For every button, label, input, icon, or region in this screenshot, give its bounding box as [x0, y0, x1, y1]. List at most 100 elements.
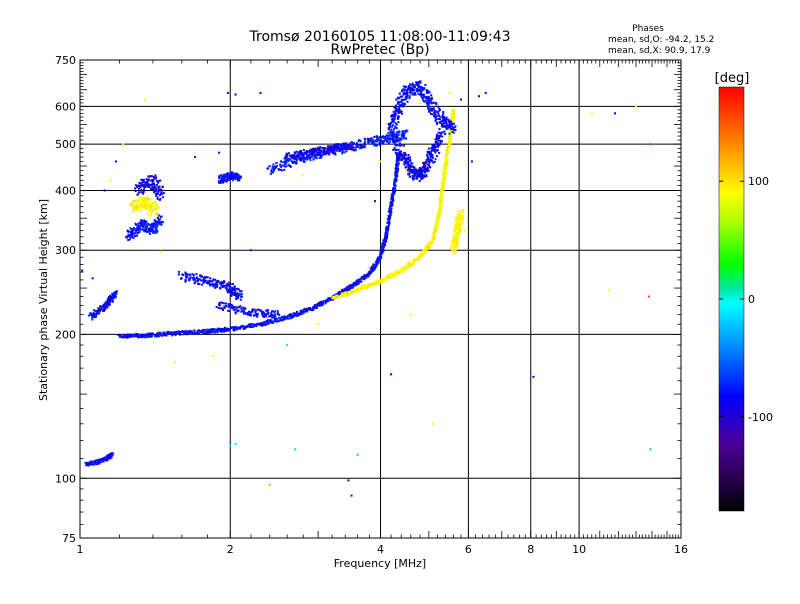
- echo-point: [420, 175, 423, 178]
- echo-point: [421, 252, 424, 255]
- echo-point: [382, 280, 385, 283]
- echo-point: [290, 160, 293, 163]
- echo-point: [209, 280, 212, 283]
- echo-point: [135, 223, 138, 226]
- echo-point: [365, 276, 368, 279]
- echo-point: [413, 175, 416, 178]
- stats-line-o: mean, sd,O: -94.2, 15.2: [608, 35, 714, 45]
- echo-point: [395, 134, 398, 137]
- echo-point: [155, 208, 158, 211]
- echo-point: [425, 175, 428, 178]
- echo-point: [375, 261, 378, 264]
- echo-point: [114, 290, 117, 293]
- echo-point: [222, 180, 225, 183]
- echo-point: [262, 315, 265, 318]
- echo-point: [218, 176, 221, 179]
- echo-point: [451, 124, 454, 127]
- echo-point: [251, 323, 254, 326]
- echo-point: [423, 100, 426, 103]
- echo-point: [136, 186, 139, 189]
- echo-point: [110, 453, 113, 456]
- echo-point: [218, 151, 221, 154]
- echo-point: [237, 288, 240, 291]
- echo-point: [427, 102, 430, 105]
- echo-point: [343, 151, 346, 154]
- echo-point: [100, 457, 103, 460]
- echo-point: [104, 308, 107, 311]
- echo-point: [402, 268, 405, 271]
- echo-point: [435, 155, 438, 158]
- echo-point: [236, 327, 239, 330]
- echo-point: [456, 236, 459, 239]
- echo-point: [347, 144, 350, 147]
- echo-point: [138, 196, 141, 199]
- echo-point: [358, 139, 361, 142]
- echo-point: [154, 177, 157, 180]
- echo-point: [217, 279, 220, 282]
- echo-point: [417, 86, 420, 89]
- echo-point: [412, 260, 415, 263]
- echo-point: [265, 313, 268, 316]
- echo-point: [354, 146, 357, 149]
- echo-point: [377, 281, 380, 284]
- echo-point: [195, 273, 198, 276]
- echo-point: [427, 107, 430, 110]
- echo-point: [153, 176, 156, 179]
- echo-point: [386, 276, 389, 279]
- echo-point: [147, 231, 150, 234]
- echo-point: [248, 313, 251, 316]
- chart-subtitle: RwPretec (Bp): [330, 42, 429, 58]
- echo-point: [424, 83, 427, 86]
- echo-point: [137, 225, 140, 228]
- echo-point: [308, 157, 311, 160]
- echo-point: [227, 305, 230, 308]
- echo-point: [434, 224, 437, 227]
- echo-point: [431, 240, 434, 243]
- echo-point: [384, 231, 387, 234]
- echo-point: [396, 144, 399, 147]
- x-tick-label: 6: [465, 543, 472, 556]
- echo-point: [432, 422, 435, 425]
- echo-point: [269, 315, 272, 318]
- echo-point: [379, 281, 382, 284]
- echo-point: [93, 316, 96, 319]
- echo-point: [395, 179, 398, 182]
- echo-point: [383, 136, 386, 139]
- echo-point: [143, 188, 146, 191]
- echo-point: [321, 150, 324, 153]
- echo-point: [220, 301, 223, 304]
- echo-point: [634, 105, 637, 108]
- echo-point: [436, 134, 439, 137]
- echo-point: [430, 152, 433, 155]
- echo-point: [272, 167, 275, 170]
- echo-point: [453, 233, 456, 236]
- echo-point: [153, 219, 156, 222]
- echo-point: [238, 175, 241, 178]
- echo-point: [394, 112, 397, 115]
- echo-point: [239, 326, 242, 329]
- echo-point: [415, 81, 418, 84]
- echo-point: [142, 225, 145, 228]
- echo-point: [432, 114, 435, 117]
- echo-point: [130, 233, 133, 236]
- echo-point: [394, 187, 397, 190]
- echo-point: [407, 157, 410, 160]
- echo-point: [314, 303, 317, 306]
- echo-point: [457, 234, 460, 237]
- echo-point: [173, 361, 176, 364]
- echo-point: [371, 141, 374, 144]
- echo-point: [242, 325, 245, 328]
- echo-point: [273, 314, 276, 317]
- echo-point: [399, 142, 402, 145]
- echo-point: [299, 313, 302, 316]
- echo-point: [389, 131, 392, 134]
- echo-point: [315, 157, 318, 160]
- echo-point: [142, 200, 145, 203]
- echo-point: [389, 122, 392, 125]
- echo-point: [324, 302, 327, 305]
- echo-point: [223, 306, 226, 309]
- echo-point: [145, 335, 148, 338]
- echo-point: [215, 286, 218, 289]
- echo-point: [417, 257, 420, 260]
